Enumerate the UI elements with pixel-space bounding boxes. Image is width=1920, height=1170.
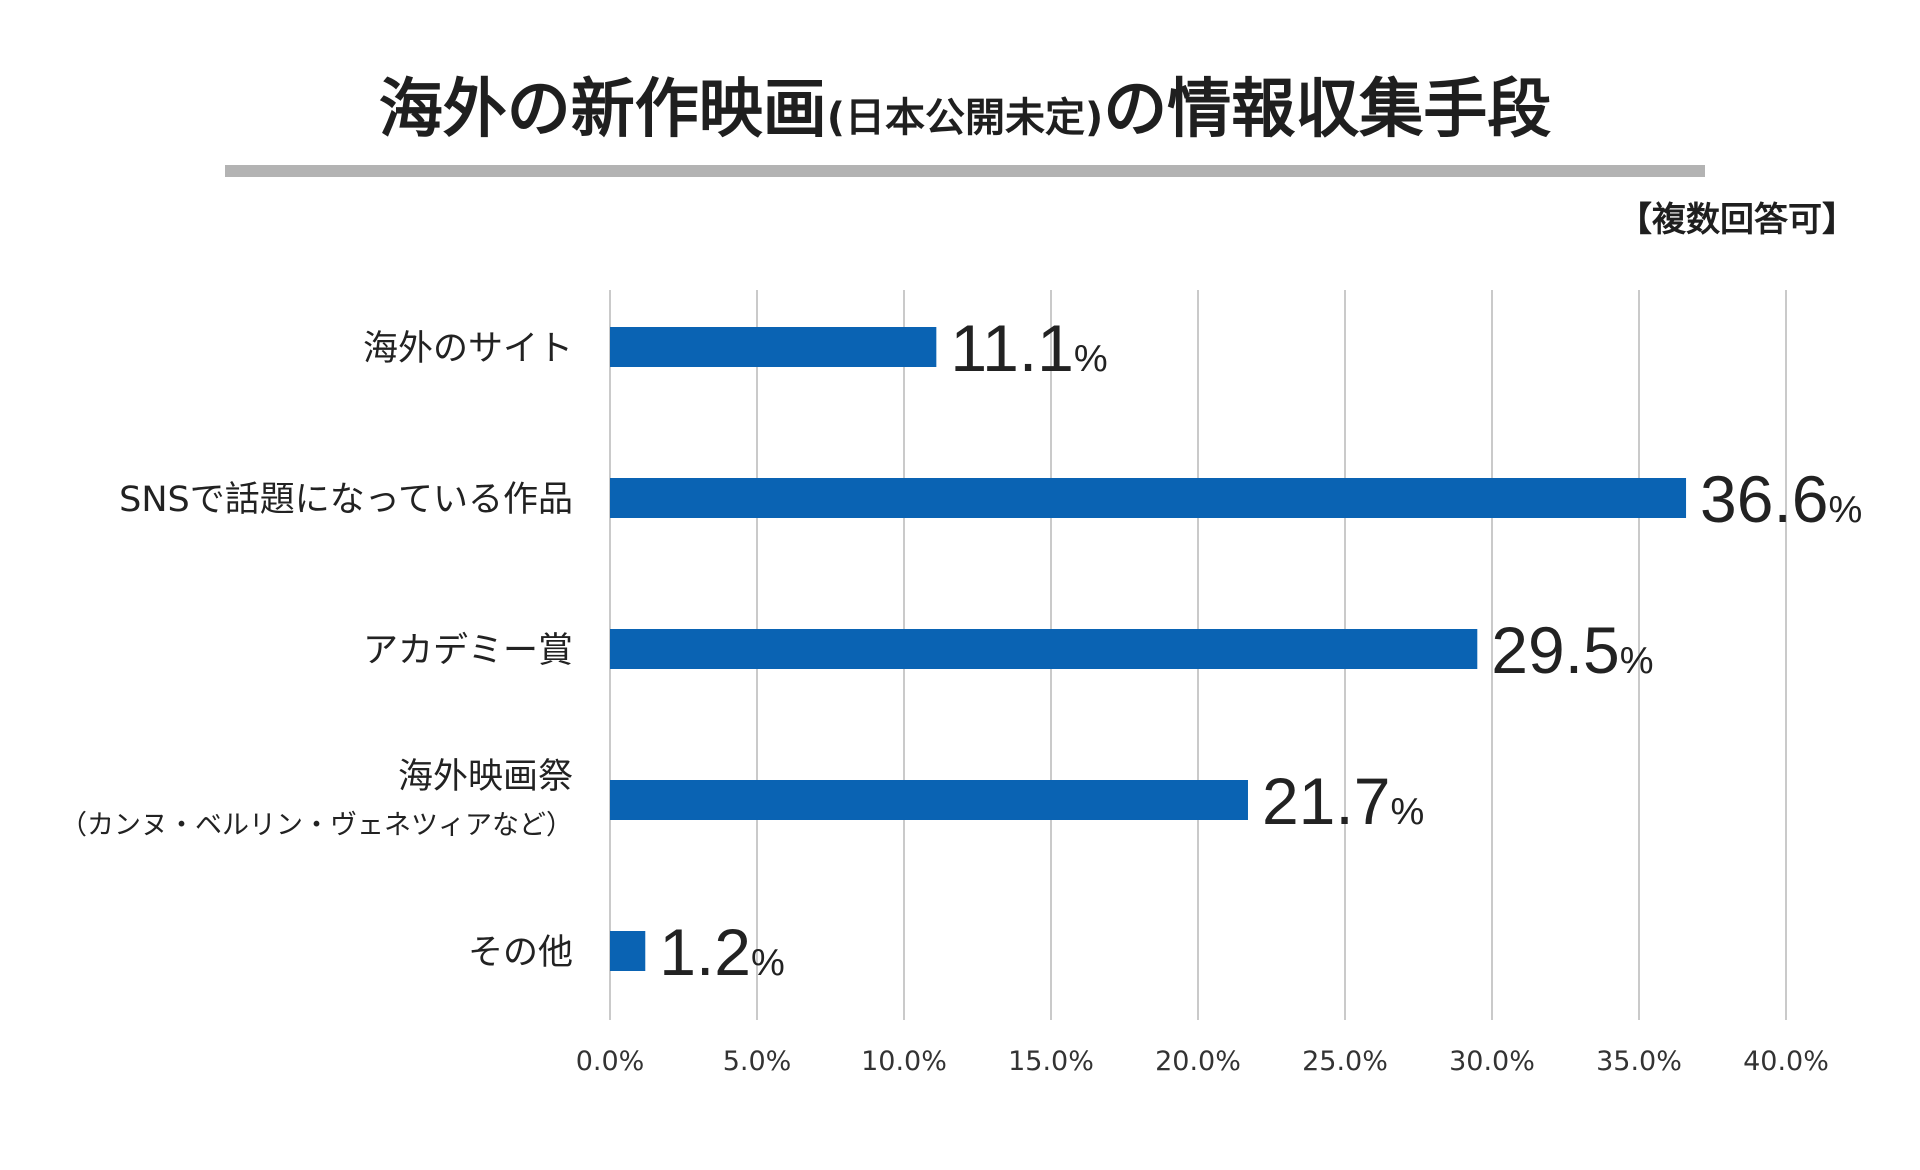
- category-label: SNSで話題になっている作品: [119, 480, 573, 520]
- value-label-number: 1.2: [659, 915, 751, 989]
- value-label-unit: %: [1390, 791, 1424, 833]
- chart-title: 海外の新作映画(日本公開未定)の情報収集手段: [225, 55, 1705, 181]
- x-tick-label: 25.0%: [1302, 1046, 1388, 1077]
- value-label: 36.6%: [1700, 462, 1862, 536]
- bar: [610, 931, 646, 971]
- bar: [610, 780, 1248, 820]
- value-label: 29.5%: [1491, 613, 1653, 687]
- x-tick-label: 10.0%: [861, 1046, 947, 1077]
- x-tick-label: 5.0%: [723, 1046, 792, 1077]
- title-underline: [225, 165, 1705, 177]
- category-label: 海外映画祭: [398, 757, 573, 797]
- bar: [610, 327, 937, 367]
- category-label: 海外のサイト: [363, 329, 573, 369]
- title-block: 海外の新作映画(日本公開未定)の情報収集手段: [225, 55, 1705, 177]
- value-label: 11.1%: [950, 311, 1107, 385]
- title-parenthetical: (日本公開未定): [826, 95, 1104, 141]
- bars: [610, 327, 1687, 971]
- value-label: 21.7%: [1262, 764, 1424, 838]
- value-labels: 11.1%36.6%29.5%21.7%1.2%: [659, 311, 1862, 989]
- category-label: アカデミー賞: [363, 631, 573, 671]
- x-tick-label: 0.0%: [576, 1046, 645, 1077]
- x-tick-label: 20.0%: [1155, 1046, 1241, 1077]
- value-label-unit: %: [1074, 338, 1108, 380]
- value-label-number: 29.5: [1491, 613, 1619, 687]
- value-label-unit: %: [1620, 640, 1654, 682]
- value-label-number: 36.6: [1700, 462, 1828, 536]
- category-sub-label: （カンヌ・ベルリン・ヴェネツィアなど）: [60, 810, 573, 841]
- value-label: 1.2%: [659, 915, 785, 989]
- bar: [610, 629, 1478, 669]
- x-tick-label: 30.0%: [1449, 1046, 1535, 1077]
- title-main-part-1: 海外の新作映画: [378, 73, 827, 147]
- x-tick-label: 35.0%: [1596, 1046, 1682, 1077]
- x-tick-labels: 0.0% 5.0% 10.0% 15.0% 20.0% 25.0% 30.0% 35.0% 40…: [576, 1046, 1829, 1077]
- value-label-number: 21.7: [1262, 764, 1390, 838]
- bar: [610, 478, 1687, 518]
- category-label: その他: [468, 933, 573, 973]
- value-label-unit: %: [751, 942, 785, 984]
- multiple-answers-note: 【複数回答可】: [1618, 200, 1856, 240]
- x-tick-label: 15.0%: [1008, 1046, 1094, 1077]
- value-label-number: 11.1: [950, 311, 1074, 385]
- x-tick-label: 40.0%: [1743, 1046, 1829, 1077]
- title-main-part-2: の情報収集手段: [1103, 73, 1552, 147]
- value-label-unit: %: [1829, 489, 1863, 531]
